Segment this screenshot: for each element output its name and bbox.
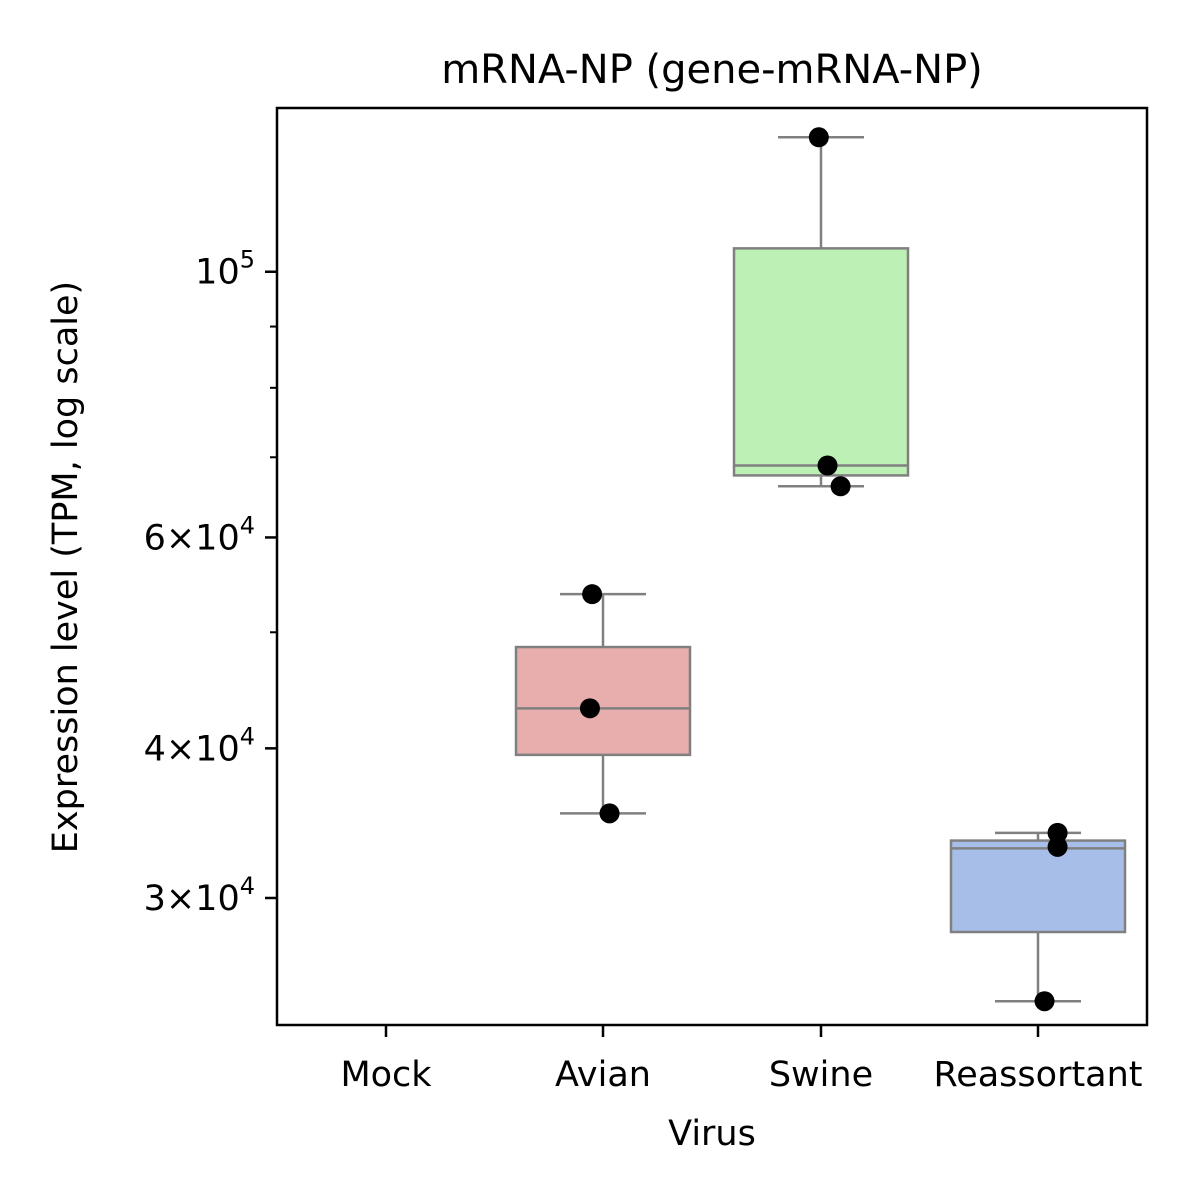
x-axis: Mock Avian Swine Reassortant — [340, 1025, 1143, 1095]
points-layer — [579, 127, 1068, 1012]
x-tick-label-swine: Swine — [769, 1055, 873, 1095]
box-layer — [514, 136, 1127, 1003]
box-swine — [732, 247, 910, 477]
box-reassortant — [949, 839, 1127, 934]
y-tick-label: 3×104 — [144, 872, 255, 919]
y-axis: 3×104 4×104 6×104 105 — [144, 246, 277, 919]
y-tick-exponent: 4 — [240, 722, 255, 750]
y-tick-label: 6×104 — [144, 511, 255, 558]
y-tick-label: 4×104 — [144, 722, 255, 769]
data-point-avian-1 — [582, 584, 603, 605]
data-point-avian-3 — [599, 803, 620, 824]
chart-title: mRNA-NP (gene-mRNA-NP) — [441, 47, 983, 93]
data-point-reassortant-3 — [1034, 991, 1055, 1012]
data-point-reassortant-2 — [1047, 836, 1068, 857]
x-tick-label-mock: Mock — [340, 1055, 432, 1095]
y-tick-label: 105 — [195, 246, 255, 293]
y-tick-exponent: 5 — [240, 246, 255, 274]
y-axis-label: Expression level (TPM, log scale) — [46, 281, 86, 853]
x-tick-label-reassortant: Reassortant — [933, 1055, 1142, 1095]
data-point-swine-1 — [808, 127, 829, 148]
y-tick-exponent: 4 — [240, 511, 255, 539]
plot-frame — [275, 106, 1149, 1027]
x-axis-label: Virus — [668, 1114, 756, 1154]
box-avian — [514, 645, 692, 757]
data-point-swine-2 — [817, 455, 838, 476]
data-point-avian-2 — [579, 698, 600, 719]
data-point-reassortant-1 — [1047, 822, 1068, 843]
y-tick-exponent: 4 — [240, 872, 255, 900]
x-tick-label-avian: Avian — [555, 1055, 651, 1095]
data-point-swine-3 — [830, 476, 851, 497]
